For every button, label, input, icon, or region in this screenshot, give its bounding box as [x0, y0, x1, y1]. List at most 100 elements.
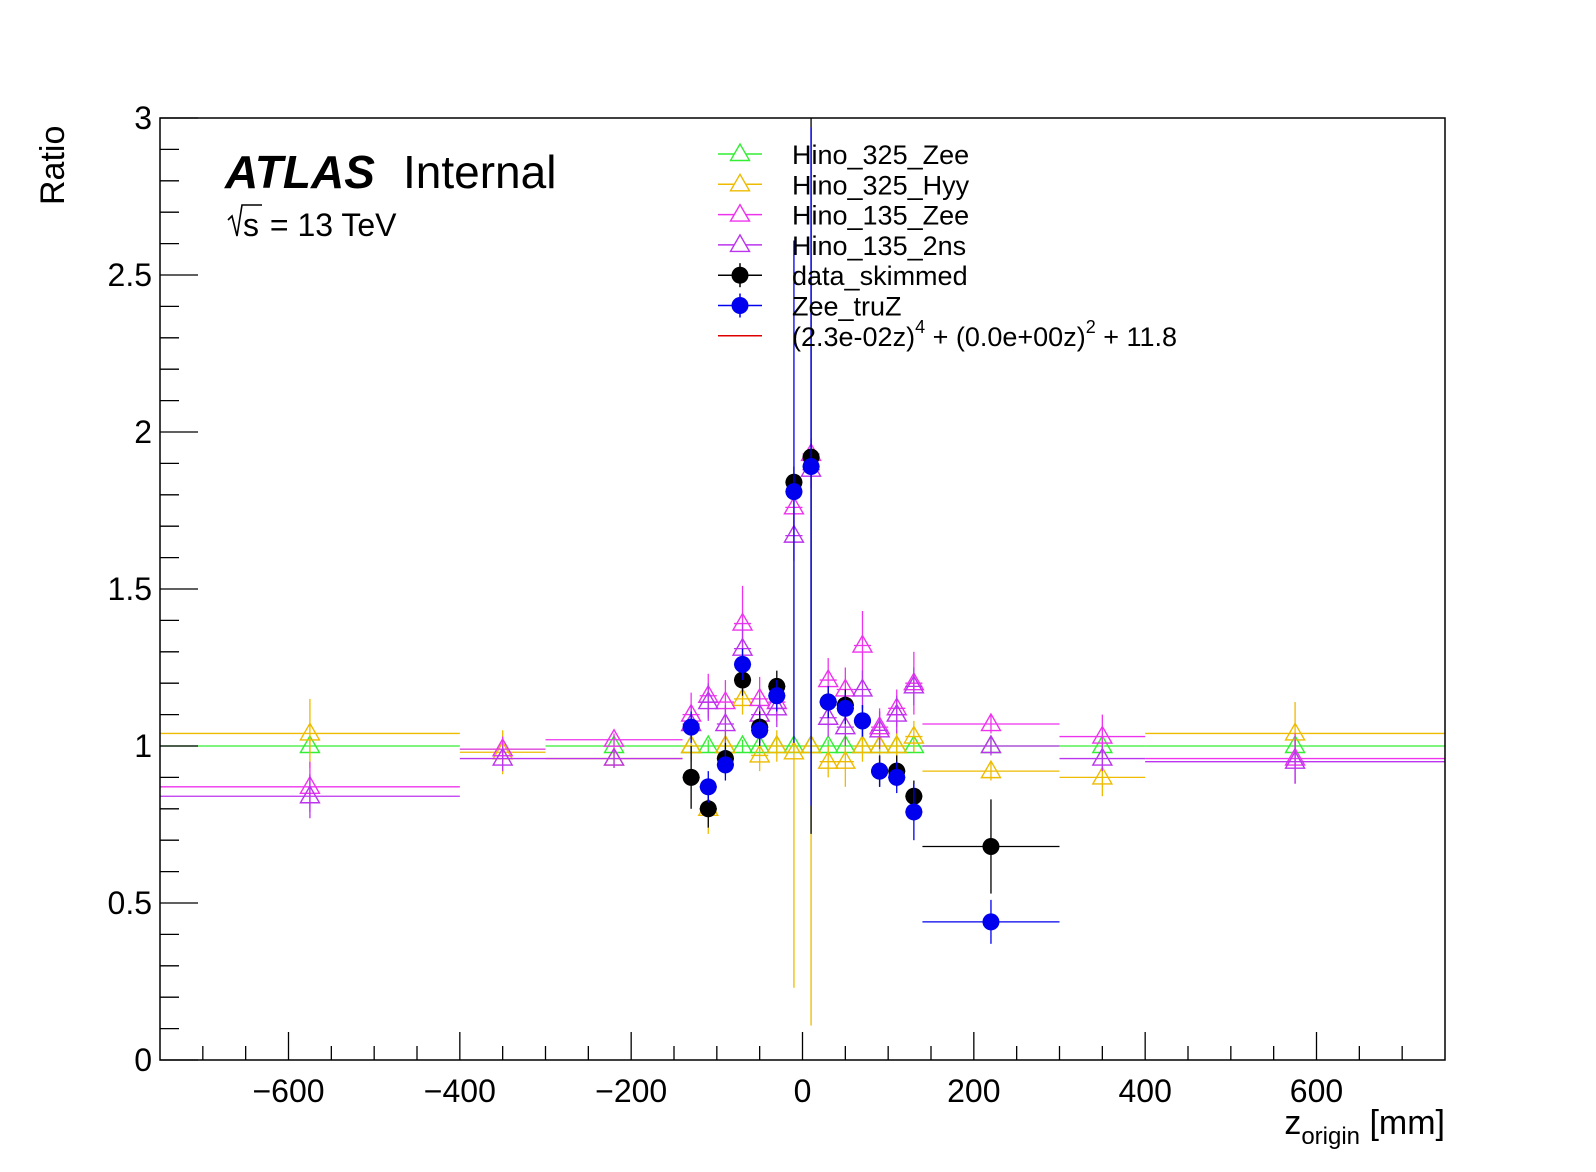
x-axis-title-main: z: [1284, 1104, 1301, 1142]
triangle-marker: [491, 747, 514, 766]
legend-label: Hino_325_Hyy: [792, 170, 970, 200]
atlas-internal-label: Internal: [403, 146, 556, 198]
atlas-label: ATLAS: [224, 146, 375, 198]
data-point: [922, 734, 1060, 756]
triangle-marker: [980, 734, 1002, 754]
circle-marker: [716, 756, 734, 774]
legend-entry: data_skimmed: [718, 261, 968, 291]
legend-entry: Hino_135_2ns: [718, 231, 966, 261]
data-point: [922, 899, 1060, 944]
data-point: [751, 714, 769, 746]
series-zee-truz: [682, 127, 1060, 944]
data-point: [868, 711, 891, 750]
circle-marker: [751, 721, 769, 739]
circle-marker: [734, 655, 752, 673]
x-axis-title-unit: [mm]: [1360, 1104, 1445, 1142]
data-point: [922, 759, 1060, 781]
triangle-marker: [1091, 747, 1114, 766]
data-point: [922, 712, 1060, 734]
data-point: [733, 648, 752, 681]
triangle-marker: [851, 734, 874, 754]
y-tick-label: 1: [134, 728, 152, 764]
circle-marker: [785, 483, 803, 501]
data-point: [886, 695, 908, 734]
x-tick-label: −400: [424, 1073, 496, 1109]
legend-label: data_skimmed: [792, 261, 968, 291]
data-point: [903, 720, 925, 753]
y-tick-label: 0.5: [108, 885, 152, 921]
data-point: [731, 734, 754, 754]
circle-marker: [888, 768, 906, 786]
x-tick-label: 0: [794, 1073, 812, 1109]
triangle-marker: [903, 734, 925, 754]
legend-circle-marker: [731, 266, 749, 284]
data-point: [1059, 746, 1146, 772]
data-point: [1145, 739, 1445, 784]
triangle-marker: [603, 728, 625, 747]
data-point: [851, 670, 874, 709]
data-point: [682, 711, 700, 743]
data-point: [160, 774, 460, 819]
triangle-marker: [1091, 765, 1114, 785]
legend-triangle-marker: [729, 142, 751, 162]
x-axis-title-sub: origin: [1301, 1123, 1360, 1150]
triangle-marker: [299, 784, 321, 804]
legend-entry: Hino_325_Hyy: [718, 170, 970, 200]
data-point: [545, 747, 683, 768]
triangle-marker: [980, 759, 1002, 779]
y-tick-label: 1.5: [108, 571, 152, 607]
triangle-marker: [817, 706, 839, 725]
triangle-marker: [1091, 725, 1114, 744]
axes-layer: −600 −400 −200 0 200 400 600 0 0.5 1 1.5 2 2.5 3: [108, 100, 1403, 1109]
legend-triangle-marker: [729, 172, 751, 192]
data-point: [817, 746, 839, 778]
y-tick-label: 2.5: [108, 257, 152, 293]
data-point: [160, 698, 460, 768]
data-point: [768, 680, 786, 712]
data-point: [699, 771, 717, 803]
x-tick-label: 600: [1290, 1073, 1343, 1109]
data-layer: [160, 118, 1445, 1026]
circle-marker: [819, 693, 837, 711]
data-point: [682, 746, 700, 809]
circle-marker: [836, 699, 854, 717]
circle-marker: [802, 458, 820, 476]
energy-label: s = 13 TeV: [227, 204, 397, 243]
data-point: [905, 783, 923, 841]
triangle-marker: [697, 690, 719, 710]
x-axis-title: zorigin [mm]: [1284, 1104, 1445, 1150]
x-tick-label: −200: [595, 1073, 667, 1109]
y-axis-title: Ratio: [34, 126, 72, 205]
triangle-marker: [817, 750, 839, 769]
legend: Hino_325_ZeeHino_325_HyyHino_135_ZeeHino…: [718, 140, 1177, 352]
triangle-marker: [766, 734, 788, 754]
triangle-marker: [851, 634, 874, 653]
data-point: [766, 730, 788, 762]
legend-entry: Hino_325_Zee: [718, 140, 969, 170]
triangle-marker: [834, 750, 857, 769]
triangle-marker: [1284, 750, 1306, 769]
data-point: [785, 240, 803, 743]
triangle-marker: [868, 734, 891, 754]
data-point: [716, 749, 734, 781]
triangle-marker: [783, 740, 805, 760]
triangle-marker: [731, 687, 754, 707]
data-point: [545, 728, 683, 747]
legend-label: (2.3e-02z)4 + (0.0e+00z)2 + 11.8: [792, 317, 1177, 352]
triangle-marker: [903, 725, 925, 744]
circle-marker: [982, 837, 1000, 855]
legend-entry: (2.3e-02z)4 + (0.0e+00z)2 + 11.8: [718, 317, 1177, 352]
data-point: [853, 705, 872, 737]
y-tick-label: 0: [134, 1042, 152, 1078]
circle-marker: [682, 718, 700, 736]
circle-marker: [905, 803, 923, 821]
data-point: [697, 734, 719, 754]
legend-triangle-marker: [729, 203, 751, 222]
data-point: [714, 705, 737, 743]
triangle-marker: [748, 744, 771, 763]
circle-marker: [682, 768, 700, 786]
x-tick-label: 200: [947, 1073, 1000, 1109]
circle-marker: [982, 913, 1000, 931]
